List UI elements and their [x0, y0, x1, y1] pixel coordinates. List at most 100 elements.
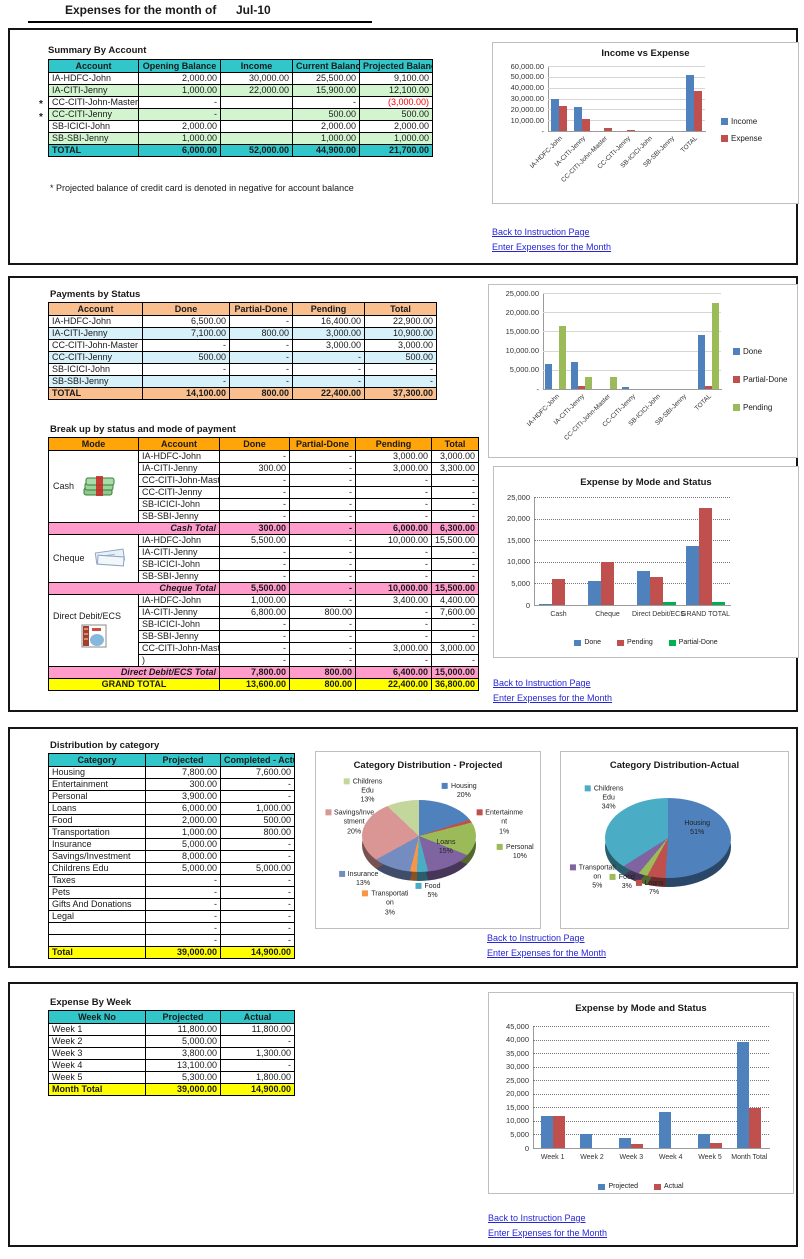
table-cell: SB-SBI-Jenny [48, 132, 139, 145]
table-row: SB-SBI-Jenny - - - - [49, 570, 479, 583]
table-cell: 2,000.00 [138, 120, 221, 133]
table-row: Childrens Edu 5,000.00 5,000.00 [48, 862, 295, 875]
y-axis-label: 5,000 [511, 578, 530, 588]
y-axis-label: 15,000 [507, 535, 530, 545]
chart-bar [685, 74, 694, 131]
column-header: Projected [145, 1010, 221, 1024]
table-cell: 7,600.00 [220, 766, 295, 779]
legend-label: Actual [664, 1183, 684, 1190]
table-cell: 7,800.00 [145, 766, 221, 779]
table-cell: - [431, 558, 479, 571]
enter-expenses-link[interactable]: Enter Expenses for the Month [493, 693, 613, 703]
chart-bar [626, 130, 635, 131]
table-cell: 12,100.00 [359, 84, 433, 97]
table-cell: Week 2 [48, 1035, 146, 1048]
back-to-instruction-link[interactable]: Back to Instruction Page [487, 933, 585, 943]
table-cell: Personal [48, 790, 146, 803]
back-to-instruction-link[interactable]: Back to Instruction Page [488, 1213, 586, 1223]
table-cell: 15,500.00 [431, 534, 479, 547]
column-header: Income [220, 59, 293, 73]
y-axis-label: 0 [524, 1143, 529, 1153]
table-cell: 300.00 [145, 778, 221, 791]
table-cell: 2,000.00 [359, 120, 433, 133]
table-row: SB-SBI-Jenny - - - - [49, 510, 479, 523]
pie-label-swatch [362, 890, 369, 897]
table-cell: 8,000.00 [145, 850, 221, 863]
table-cell: SB-SBI-Jenny [48, 375, 143, 388]
legend-swatch [668, 639, 676, 646]
table-cell: - [289, 510, 356, 523]
legend: Projected Actual [489, 1183, 793, 1190]
table-cell: 37,300.00 [364, 387, 437, 400]
table-cell: Food [48, 814, 146, 827]
table-cell: - [219, 474, 290, 487]
table-cell: 13,600.00 [219, 678, 290, 691]
table-cell: 9,100.00 [359, 72, 433, 85]
table-cell: - [219, 546, 290, 559]
table-cell: - [292, 96, 360, 109]
x-axis-label: Week 5 [698, 1154, 722, 1161]
table-row: Food 2,000.00 500.00 [48, 814, 295, 827]
table-cell: 11,800.00 [220, 1023, 295, 1036]
gridline [533, 1120, 769, 1122]
enter-expenses-link[interactable]: Enter Expenses for the Month [488, 1228, 608, 1238]
table-cell: 6,000.00 [138, 144, 221, 157]
table-cell: 1,000.00 [359, 132, 433, 145]
table-cell: Savings/Investment [48, 850, 146, 863]
total-row: Month Total 39,000.00 14,900.00 [48, 1083, 295, 1096]
table-cell: - [220, 910, 295, 923]
weekly-table: Week No Projected Actual Week 1 11,800.00 11,… [48, 1010, 295, 1096]
table-row: IA-CITI-Jenny 1,000.00 22,000.00 15,900.00 1… [48, 84, 433, 97]
table-cell: 3,000.00 [431, 450, 479, 463]
table-cell: - [220, 1035, 295, 1048]
y-axis-label: - [541, 126, 545, 136]
table-cell: IA-HDFC-John [138, 534, 220, 547]
credit-card-marker: * [39, 99, 43, 110]
gridline [533, 1093, 769, 1095]
table-cell: - [289, 570, 356, 583]
table-cell: - [364, 375, 437, 388]
column-header: Done [142, 302, 230, 316]
table-row: Legal - - [48, 910, 295, 923]
table-cell: - [142, 339, 230, 352]
chart-bar [604, 127, 613, 131]
y-axis-label: - [536, 384, 540, 394]
table-row: CC-CITI-John-Master - - - - [49, 474, 479, 487]
table-row: IA-CITI-Jenny 300.00-3,000.00 3,300.00 [49, 462, 479, 475]
column-header: Pending [292, 302, 365, 316]
gridline [543, 331, 721, 333]
chart-title: Expense by Mode and Status [580, 477, 712, 488]
pie-label-swatch [569, 864, 576, 871]
pie-label-swatch [476, 809, 483, 816]
enter-expenses-link[interactable]: Enter Expenses for the Month [487, 948, 607, 958]
legend-label: Income [731, 117, 758, 126]
table-cell: 3,000.00 [292, 327, 365, 340]
table-cell: 22,400.00 [292, 387, 365, 400]
table-cell: IA-HDFC-John [48, 72, 139, 85]
chart-bar [552, 1116, 565, 1148]
table-cell: 800.00 [220, 826, 295, 839]
table-cell: 6,500.00 [142, 315, 230, 328]
mode-label: Direct Debit/ECS [53, 610, 122, 621]
mode-cell: Direct Debit/ECS [48, 594, 139, 667]
legend-swatch [733, 376, 740, 383]
back-to-instruction-link[interactable]: Back to Instruction Page [492, 227, 590, 237]
y-axis-label: 60,000.00 [510, 61, 544, 71]
breakup-table: Mode Account Done Partial-Done Pending Total C… [48, 437, 479, 691]
back-to-instruction-link[interactable]: Back to Instruction Page [493, 678, 591, 688]
y-axis-label: 20,000 [506, 1089, 529, 1099]
gridline [534, 518, 730, 520]
legend-item: Actual [654, 1183, 684, 1190]
table-cell: Week 1 [48, 1023, 146, 1036]
table-cell: - [229, 315, 293, 328]
gridline [543, 350, 721, 352]
legend-label: Done [584, 639, 602, 646]
x-axis-label: Direct Debit/ECS [632, 611, 685, 618]
chart-bar [619, 1137, 632, 1148]
table-cell: 3,000.00 [292, 339, 365, 352]
enter-expenses-link[interactable]: Enter Expenses for the Month [492, 242, 612, 252]
table-cell: 15,500.00 [431, 582, 479, 595]
table-cell: IA-CITI-Jenny [138, 606, 220, 619]
table-row: IA-CITI-Jenny 7,100.00 800.00 3,000.00 10,90… [48, 327, 437, 340]
table-row: IA-HDFC-John 6,500.00-16,400.00 22,900.00 [48, 315, 437, 328]
